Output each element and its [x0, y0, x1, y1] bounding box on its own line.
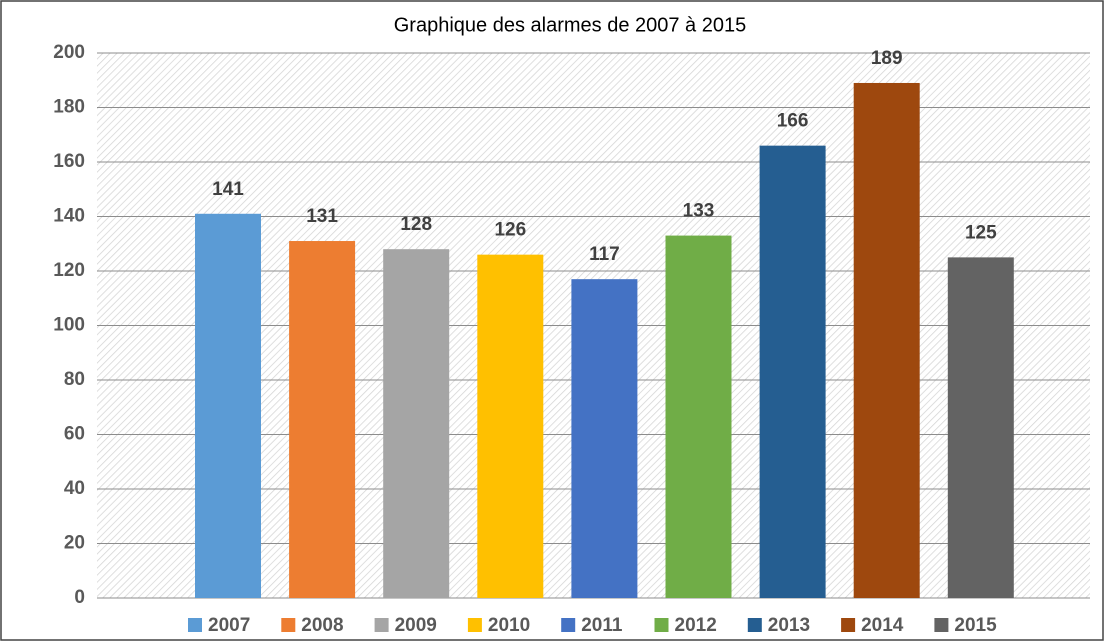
legend-label: 2014 — [861, 615, 904, 636]
chart-title: Graphique des alarmes de 2007 à 2015 — [394, 14, 746, 36]
legend-swatch — [281, 618, 296, 632]
legend-label: 2010 — [488, 615, 530, 636]
legend-swatch — [934, 618, 949, 632]
bar — [477, 254, 544, 598]
value-label: 128 — [400, 214, 432, 235]
y-tick-label: 180 — [53, 97, 85, 118]
y-tick-label: 80 — [64, 369, 85, 390]
legend-label: 2013 — [768, 615, 810, 636]
bar — [571, 279, 638, 598]
legend-swatch — [374, 618, 389, 632]
value-label: 126 — [494, 220, 526, 241]
y-tick-label: 200 — [53, 42, 85, 63]
legend-swatch — [188, 618, 202, 632]
bar — [759, 145, 826, 598]
y-tick-label: 160 — [53, 151, 85, 172]
y-tick-label: 100 — [53, 315, 85, 336]
legend-label: 2011 — [581, 615, 623, 636]
legend-swatch — [841, 618, 856, 632]
bar — [665, 235, 732, 598]
y-tick-label: 60 — [64, 424, 85, 445]
bar — [383, 249, 450, 598]
legend-swatch — [467, 618, 482, 632]
value-label: 131 — [306, 206, 338, 227]
legend-swatch — [561, 618, 576, 632]
y-tick-label: 120 — [53, 260, 85, 281]
y-tick-label: 0 — [74, 587, 85, 608]
value-label: 189 — [871, 48, 903, 69]
bar — [289, 241, 356, 598]
y-tick-label: 140 — [53, 206, 85, 227]
bar — [853, 82, 920, 599]
value-label: 117 — [589, 244, 620, 265]
value-label: 133 — [683, 201, 715, 222]
legend-label: 2012 — [675, 615, 717, 636]
legend-label: 2008 — [301, 615, 343, 636]
bar — [947, 257, 1014, 598]
bar — [195, 213, 261, 598]
legend-label: 2015 — [954, 615, 997, 636]
value-label: 125 — [965, 222, 997, 243]
value-label: 141 — [212, 179, 244, 200]
value-label: 166 — [777, 111, 809, 132]
y-tick-label: 40 — [64, 478, 85, 499]
y-tick-label: 20 — [64, 533, 85, 554]
legend-label: 2007 — [208, 615, 250, 636]
legend-label: 2009 — [395, 615, 437, 636]
legend-swatch — [654, 618, 669, 632]
legend-swatch — [747, 618, 762, 632]
